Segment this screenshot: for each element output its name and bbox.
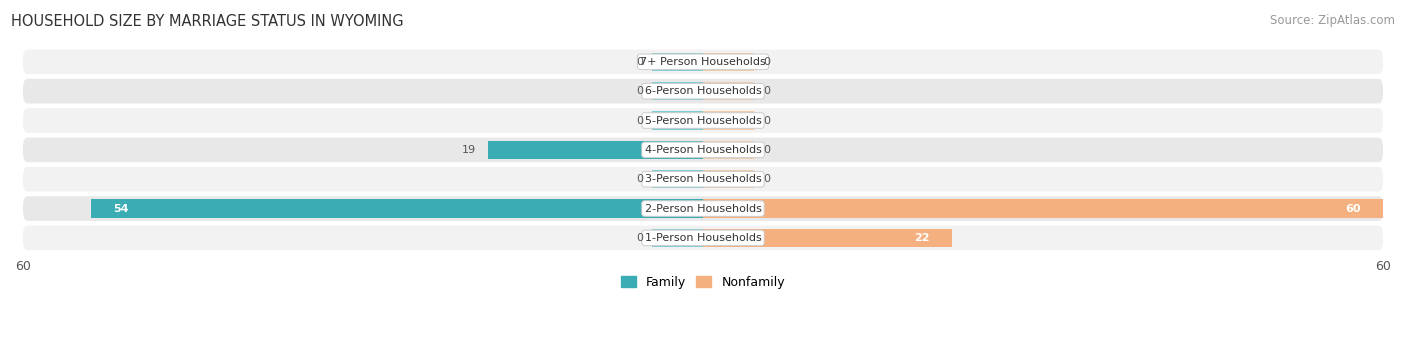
FancyBboxPatch shape [22,225,1384,250]
Text: 54: 54 [114,204,129,213]
Bar [652,170,703,188]
Bar [488,141,703,159]
Bar [703,112,754,130]
Text: 0: 0 [763,57,770,67]
FancyBboxPatch shape [22,196,1384,221]
Text: HOUSEHOLD SIZE BY MARRIAGE STATUS IN WYOMING: HOUSEHOLD SIZE BY MARRIAGE STATUS IN WYO… [11,14,404,29]
Bar [652,229,703,247]
Bar [652,82,703,100]
Text: 0: 0 [636,233,643,243]
Text: 1-Person Households: 1-Person Households [644,233,762,243]
Bar [652,112,703,130]
Text: 0: 0 [636,86,643,96]
FancyBboxPatch shape [22,49,1384,74]
Bar [703,199,1384,218]
Text: 2-Person Households: 2-Person Households [644,204,762,213]
Bar [703,53,754,71]
Text: 0: 0 [636,174,643,184]
Text: 4-Person Households: 4-Person Households [644,145,762,155]
Text: 19: 19 [463,145,477,155]
Text: 60: 60 [1346,204,1361,213]
Bar [703,82,754,100]
Text: 0: 0 [763,174,770,184]
Text: 22: 22 [914,233,929,243]
Text: 0: 0 [763,116,770,125]
FancyBboxPatch shape [22,79,1384,104]
Legend: Family, Nonfamily: Family, Nonfamily [616,271,790,294]
FancyBboxPatch shape [22,108,1384,133]
Text: 0: 0 [636,116,643,125]
Bar [703,229,952,247]
Bar [652,53,703,71]
Bar [703,141,754,159]
Text: 0: 0 [763,145,770,155]
Text: 6-Person Households: 6-Person Households [644,86,762,96]
Bar [91,199,703,218]
Bar [703,170,754,188]
Text: 3-Person Households: 3-Person Households [644,174,762,184]
FancyBboxPatch shape [22,167,1384,192]
Text: Source: ZipAtlas.com: Source: ZipAtlas.com [1270,14,1395,27]
Text: 5-Person Households: 5-Person Households [644,116,762,125]
Text: 0: 0 [763,86,770,96]
FancyBboxPatch shape [22,137,1384,162]
Text: 7+ Person Households: 7+ Person Households [640,57,766,67]
Text: 0: 0 [636,57,643,67]
